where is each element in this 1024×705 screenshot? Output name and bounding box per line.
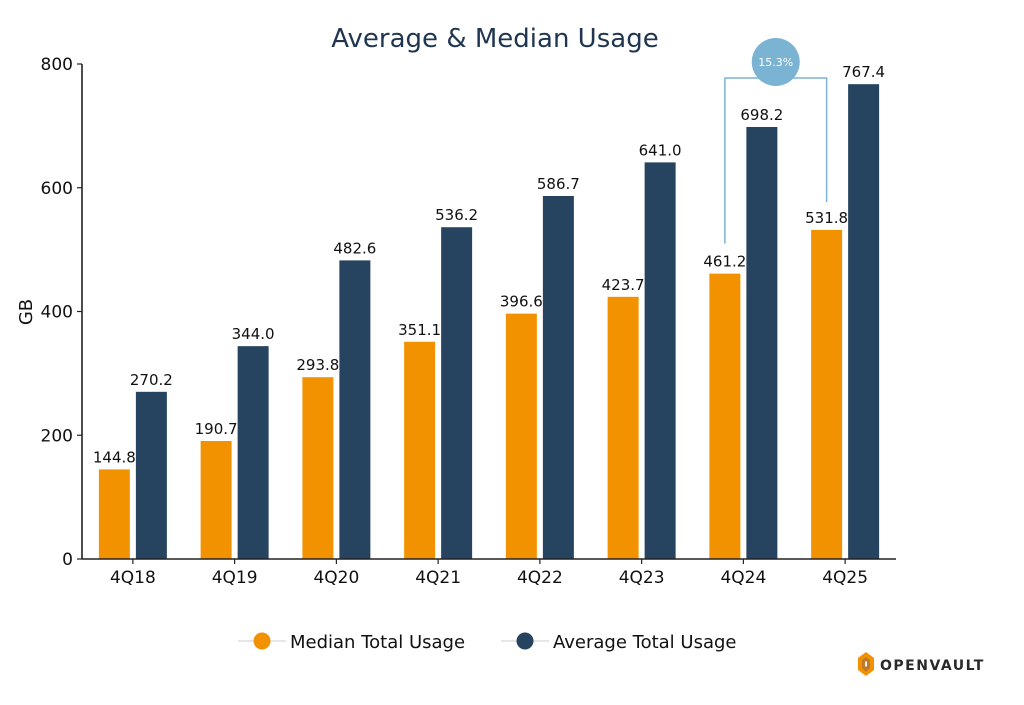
x-tick-label: 4Q23	[619, 568, 665, 588]
average-bar	[237, 346, 269, 559]
median-bar	[709, 273, 741, 559]
median-bar	[302, 377, 334, 559]
median-value-label: 144.8	[93, 448, 136, 466]
median-bar	[607, 296, 639, 559]
average-value-label: 344.0	[232, 325, 275, 343]
average-bar	[848, 84, 880, 559]
median-value-label: 190.7	[195, 420, 238, 438]
average-value-label: 698.2	[740, 106, 783, 124]
median-bar	[811, 229, 843, 560]
average-bar	[542, 195, 574, 559]
data-labels: 144.8 270.2 190.7 344.0 293.8 482.6 351.1 536.2…	[93, 63, 885, 466]
average-value-label: 536.2	[435, 206, 478, 224]
average-bar	[644, 162, 676, 559]
openvault-logo: OPENVAULT	[858, 652, 985, 676]
x-tick-label: 4Q21	[415, 568, 461, 588]
y-tick-label: 200	[41, 426, 73, 446]
average-value-label: 641.0	[639, 141, 682, 159]
brand-name: OPENVAULT	[880, 658, 985, 674]
average-bar	[746, 126, 778, 560]
legend-median-marker-icon	[253, 632, 271, 650]
median-value-label: 351.1	[398, 321, 441, 339]
chart-title: Average & Median Usage	[331, 24, 658, 54]
logo-shield-core-icon	[865, 661, 867, 667]
average-bar	[135, 391, 167, 559]
y-tick-label: 400	[41, 303, 73, 323]
median-value-label: 293.8	[296, 356, 339, 374]
x-tick-label: 4Q22	[517, 568, 563, 588]
x-tick-label: 4Q18	[110, 568, 156, 588]
average-value-label: 482.6	[333, 239, 376, 257]
y-tick-label: 600	[41, 179, 73, 199]
legend-median-label: Median Total Usage	[290, 632, 465, 653]
median-bar	[98, 469, 130, 559]
x-tick-label: 4Q24	[720, 568, 766, 588]
median-value-label: 396.6	[500, 293, 543, 311]
y-axis-ticks: 0 200 400 600 800	[41, 55, 82, 570]
x-tick-label: 4Q20	[313, 568, 359, 588]
average-value-label: 586.7	[537, 175, 580, 193]
median-bar	[505, 313, 537, 559]
annotation-badge-label: 15.3%	[758, 56, 793, 69]
x-tick-label: 4Q19	[212, 568, 258, 588]
x-tick-label: 4Q25	[822, 568, 868, 588]
average-bar	[441, 227, 473, 559]
average-bar	[339, 260, 371, 559]
legend-average-label: Average Total Usage	[553, 632, 736, 653]
legend-average-marker-icon	[516, 632, 534, 650]
x-axis-ticks: 4Q18 4Q19 4Q20 4Q21 4Q22 4Q23 4Q24 4Q25	[110, 559, 868, 588]
bar-group	[98, 84, 880, 560]
median-value-label: 531.8	[805, 209, 848, 227]
average-value-label: 270.2	[130, 371, 173, 389]
median-value-label: 423.7	[602, 276, 645, 294]
legend: Median Total Usage Average Total Usage	[238, 632, 736, 653]
y-axis-label: GB	[16, 299, 37, 325]
average-value-label: 767.4	[842, 63, 885, 81]
growth-annotation: 15.3%	[724, 38, 828, 244]
annotation-badge	[751, 38, 800, 86]
median-value-label: 461.2	[703, 253, 746, 271]
y-tick-label: 0	[62, 550, 73, 570]
y-tick-label: 800	[41, 55, 73, 75]
median-bar	[404, 341, 436, 559]
median-bar	[200, 441, 232, 559]
